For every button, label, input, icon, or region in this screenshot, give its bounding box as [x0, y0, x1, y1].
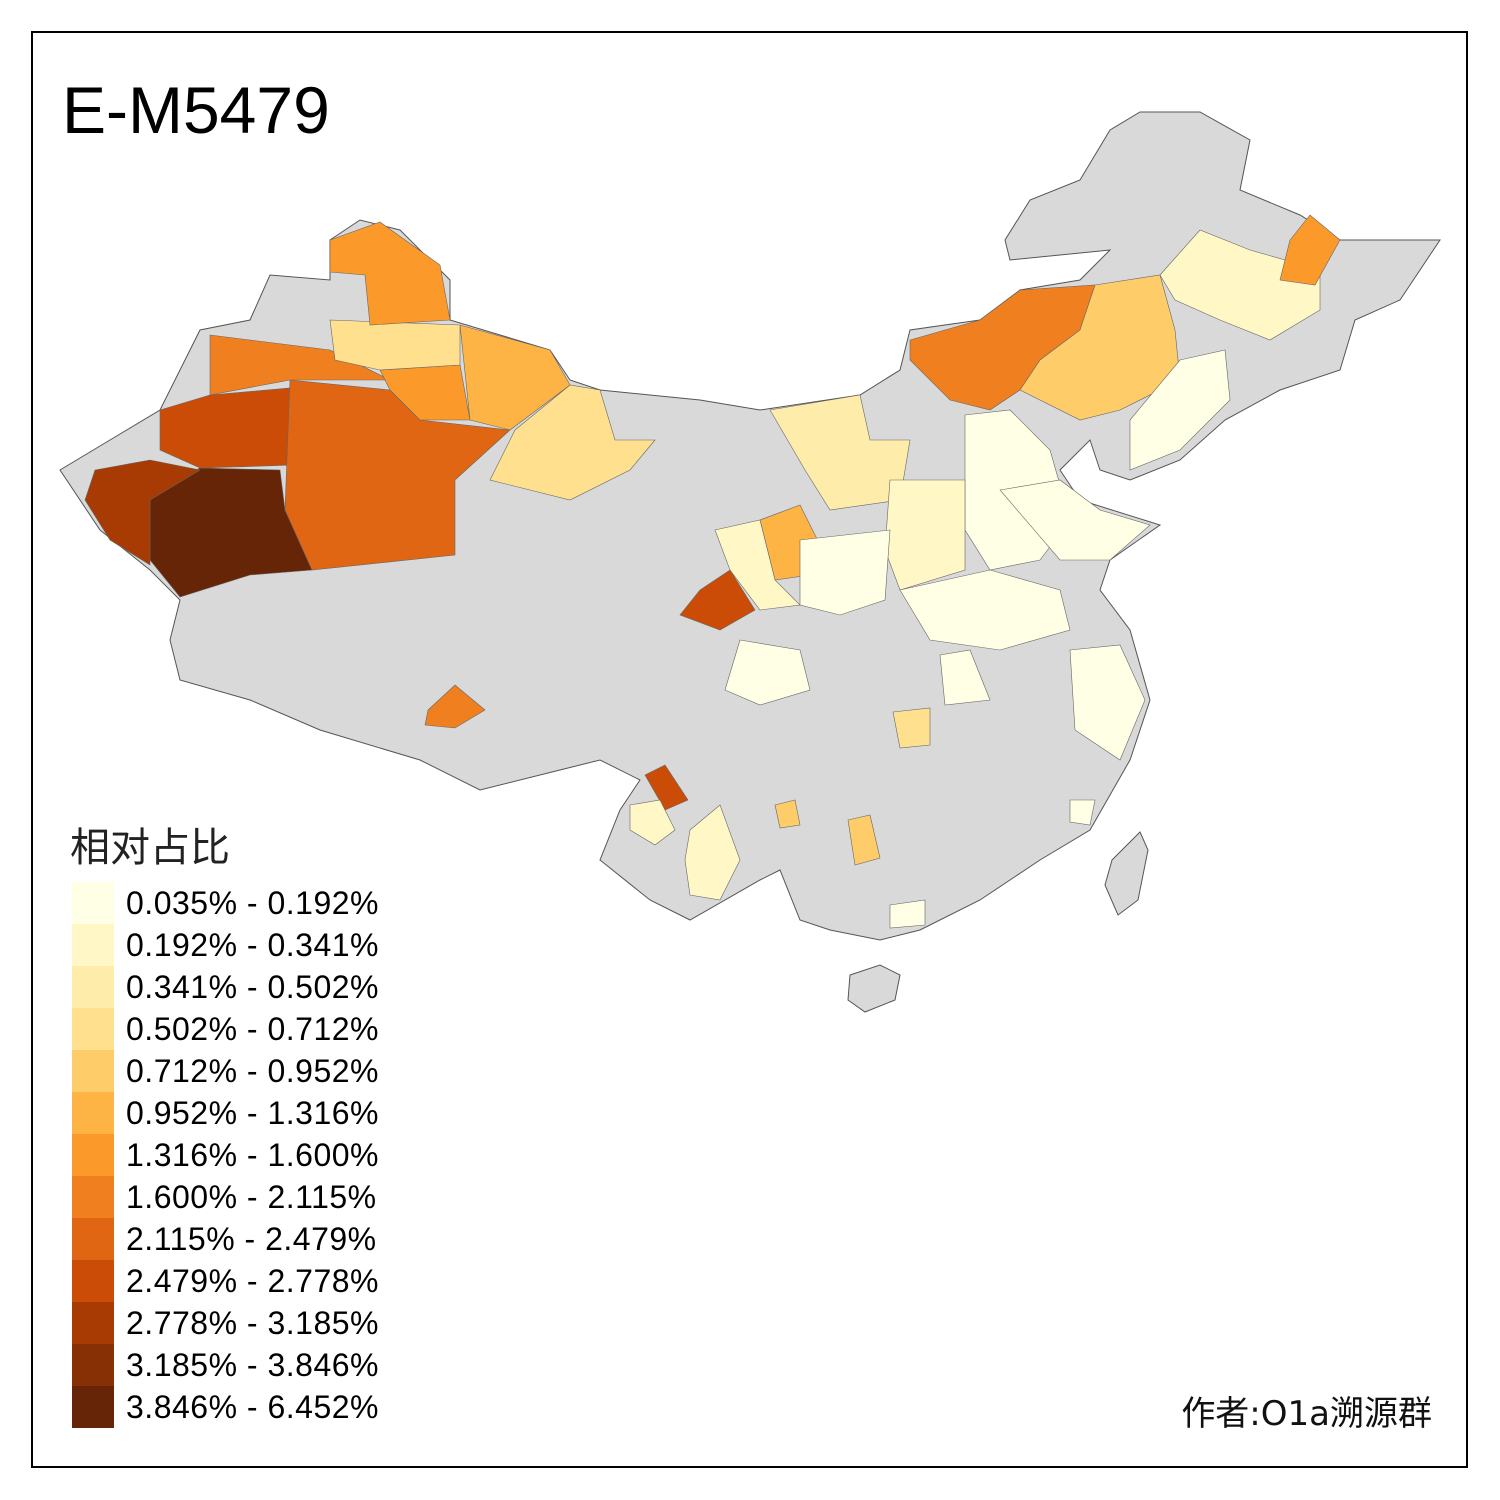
region	[644, 764, 689, 811]
legend-swatch	[72, 924, 114, 966]
legend-label: 0.502% - 0.712%	[126, 1010, 379, 1047]
legend-label: 3.846% - 6.452%	[126, 1388, 379, 1425]
taiwan-island	[1104, 831, 1149, 916]
legend-label: 0.952% - 1.316%	[126, 1094, 379, 1131]
hainan-island	[847, 964, 901, 1013]
map-frame	[31, 31, 1468, 1468]
region	[889, 899, 926, 929]
region	[1019, 274, 1181, 421]
legend-label: 0.035% - 0.192%	[126, 884, 379, 921]
legend-item: 0.035% - 0.192%	[72, 882, 379, 924]
legend-item: 0.712% - 0.952%	[72, 1050, 379, 1092]
region	[1069, 644, 1146, 761]
region	[892, 707, 931, 749]
legend-item: 2.115% - 2.479%	[72, 1218, 379, 1260]
legend-item: 0.192% - 0.341%	[72, 924, 379, 966]
region	[1129, 349, 1231, 471]
legend-swatch	[72, 1218, 114, 1260]
legend-item: 2.778% - 3.185%	[72, 1302, 379, 1344]
legend-item: 3.846% - 6.452%	[72, 1386, 379, 1428]
legend-label: 0.712% - 0.952%	[126, 1052, 379, 1089]
region	[847, 814, 881, 866]
legend-item: 3.185% - 3.846%	[72, 1344, 379, 1386]
region	[999, 479, 1151, 561]
region	[679, 569, 756, 631]
region	[724, 639, 811, 706]
legend-label: 2.778% - 3.185%	[126, 1304, 379, 1341]
legend-swatch	[72, 1134, 114, 1176]
legend-swatch	[72, 1260, 114, 1302]
map-title: E-M5479	[62, 73, 330, 147]
legend-label: 0.192% - 0.341%	[126, 926, 379, 963]
region	[329, 221, 451, 326]
legend-swatch	[72, 966, 114, 1008]
region	[799, 529, 891, 616]
region	[489, 384, 656, 501]
region	[774, 799, 801, 829]
region	[884, 479, 966, 591]
legend-label: 2.115% - 2.479%	[126, 1220, 377, 1257]
legend-swatch	[72, 1008, 114, 1050]
legend-item: 0.502% - 0.712%	[72, 1008, 379, 1050]
region	[424, 684, 486, 729]
region	[1159, 229, 1321, 341]
legend-swatch	[72, 1092, 114, 1134]
region	[899, 569, 1071, 651]
legend-title: 相对占比	[70, 825, 230, 871]
legend-swatch	[72, 1344, 114, 1386]
legend-item: 0.952% - 1.316%	[72, 1092, 379, 1134]
author-credit: 作者:O1a溯源群	[1181, 1394, 1432, 1434]
legend-swatch	[72, 882, 114, 924]
legend-swatch	[72, 1176, 114, 1218]
legend-swatch	[72, 1050, 114, 1092]
legend-label: 1.600% - 2.115%	[126, 1178, 377, 1215]
legend-label: 0.341% - 0.502%	[126, 968, 379, 1005]
region	[684, 804, 741, 901]
legend-swatch	[72, 1302, 114, 1344]
region	[629, 799, 676, 846]
legend-item: 1.316% - 1.600%	[72, 1134, 379, 1176]
region	[769, 394, 911, 511]
region	[1069, 799, 1096, 826]
region	[459, 324, 571, 431]
legend-item: 1.600% - 2.115%	[72, 1176, 379, 1218]
legend-swatch	[72, 1386, 114, 1428]
region	[209, 334, 391, 396]
legend: 0.035% - 0.192% 0.192% - 0.341% 0.341% - 0…	[72, 882, 379, 1428]
legend-label: 3.185% - 3.846%	[126, 1346, 379, 1383]
legend-label: 1.316% - 1.600%	[126, 1136, 379, 1173]
legend-item: 0.341% - 0.502%	[72, 966, 379, 1008]
region	[84, 459, 201, 566]
region	[1279, 214, 1341, 286]
legend-label: 2.479% - 2.778%	[126, 1262, 379, 1299]
region	[329, 319, 461, 371]
legend-item: 2.479% - 2.778%	[72, 1260, 379, 1302]
region	[939, 649, 991, 706]
